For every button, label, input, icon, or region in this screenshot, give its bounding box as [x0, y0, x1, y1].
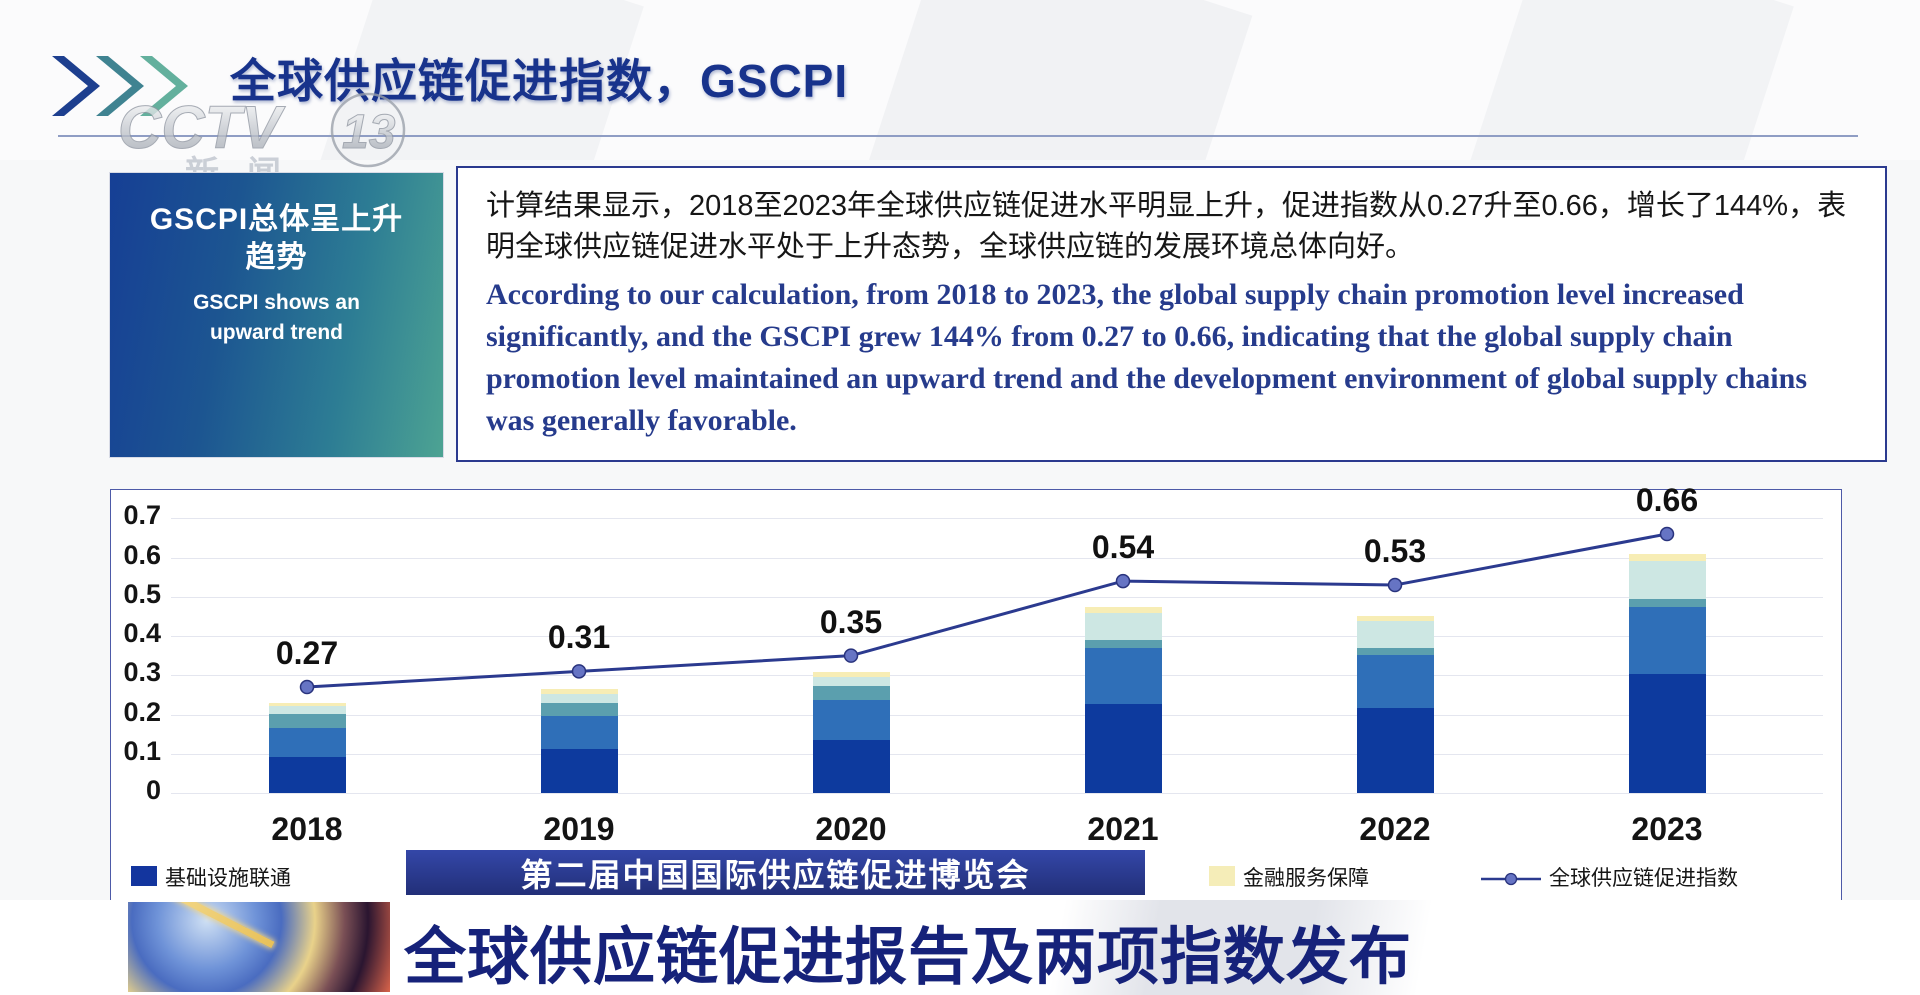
- svg-text:13: 13: [342, 106, 396, 159]
